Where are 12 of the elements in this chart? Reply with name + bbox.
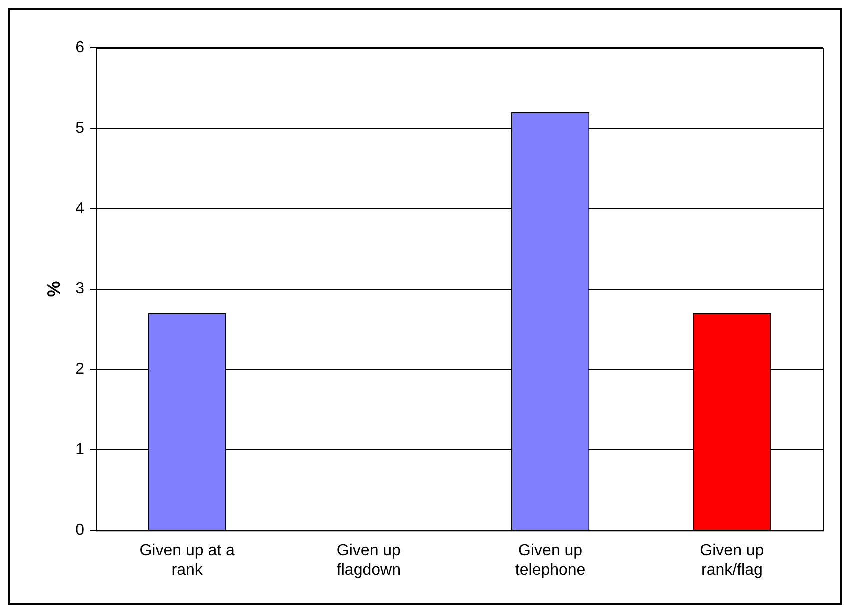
y-tick-label: 3 <box>76 280 85 298</box>
y-tick-label: 4 <box>76 200 85 218</box>
x-tick-label: Given up at a rank <box>140 542 235 579</box>
y-tick-label: 1 <box>76 442 85 459</box>
y-tick-label: 5 <box>76 120 85 137</box>
x-tick-label: Given up flagdown <box>336 542 402 579</box>
x-tick-label: Given up telephone <box>515 542 586 579</box>
y-axis-title: % <box>44 281 64 298</box>
y-tick-label: 0 <box>76 522 85 540</box>
y-tick-label: 2 <box>76 361 85 378</box>
x-tick-label: Given up rank/flag <box>700 542 764 579</box>
y-tick-label: 6 <box>76 39 85 56</box>
